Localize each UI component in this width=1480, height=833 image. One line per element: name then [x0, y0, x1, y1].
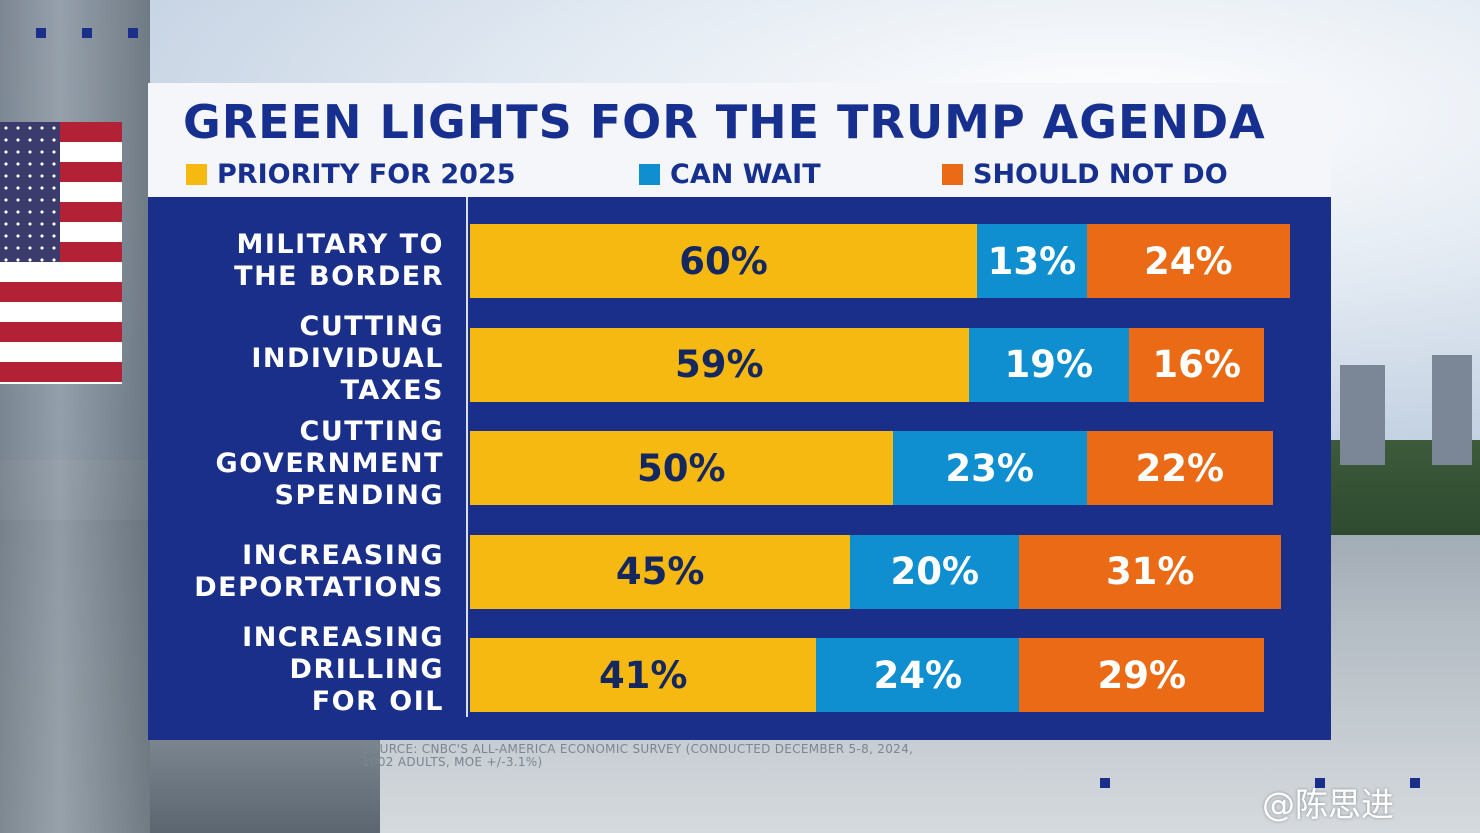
bar-segment-should-not: 24%: [1086, 224, 1290, 298]
data-label: 24%: [873, 653, 963, 697]
data-label: 31%: [1105, 550, 1195, 593]
weibo-watermark: @陈思进: [1262, 785, 1394, 824]
bridge-deck-background: [150, 740, 380, 833]
data-label: 16%: [1152, 343, 1241, 386]
category-label: INCREASING DRILLING FOR OIL: [242, 622, 444, 717]
category-label: CUTTING GOVERNMENT SPENDING: [215, 416, 444, 511]
flag-canton: [0, 122, 60, 262]
source-note: SOURCE: CNBC'S ALL-AMERICA ECONOMIC SURV…: [362, 742, 914, 769]
chart-card: GREEN LIGHTS FOR THE TRUMP AGENDA PRIORI…: [148, 83, 1331, 740]
bar-segment-can-wait: 13%: [977, 224, 1087, 298]
bar-segment-should-not: 22%: [1086, 431, 1273, 505]
city-tower: [1340, 365, 1385, 465]
chart-header: GREEN LIGHTS FOR THE TRUMP AGENDA PRIORI…: [148, 83, 1331, 197]
bar-segment-priority: 45%: [470, 534, 851, 609]
decorative-dot: [128, 28, 138, 38]
legend-label-can-wait: CAN WAIT: [670, 159, 821, 190]
decorative-dot: [1100, 778, 1110, 788]
decorative-dot: [1315, 778, 1325, 788]
legend-label-should-not: SHOULD NOT DO: [973, 159, 1228, 190]
category-label: MILITARY TO THE BORDER: [234, 229, 444, 292]
bar-segment-can-wait: 19%: [968, 327, 1130, 402]
bar-segment-can-wait: 20%: [850, 534, 1020, 609]
legend-swatch-can-wait: [639, 164, 660, 185]
label-divider: [466, 197, 468, 717]
category-label: CUTTING INDIVIDUAL TAXES: [251, 311, 444, 406]
data-label: 13%: [987, 239, 1077, 283]
decorative-dot: [36, 28, 46, 38]
data-label: 19%: [1004, 343, 1094, 386]
legend-item-can-wait: CAN WAIT: [639, 159, 821, 190]
bar-segment-should-not: 29%: [1019, 638, 1265, 712]
data-label: 60%: [679, 239, 768, 283]
bar-segment-priority: 41%: [470, 638, 817, 712]
data-label: 29%: [1097, 653, 1187, 697]
bar-segment-priority: 50%: [470, 431, 893, 505]
data-label: 41%: [598, 653, 688, 697]
legend-swatch-should-not: [942, 164, 963, 185]
bar-segment-can-wait: 23%: [892, 431, 1087, 505]
city-tower: [1432, 355, 1472, 465]
data-label: 20%: [890, 550, 980, 593]
bar-segment-priority: 59%: [470, 327, 969, 402]
legend-item-priority: PRIORITY FOR 2025: [186, 159, 516, 190]
data-label: 23%: [945, 446, 1034, 490]
legend-item-should-not: SHOULD NOT DO: [942, 159, 1228, 190]
american-flag-image: [0, 122, 122, 384]
data-label: 24%: [1143, 239, 1233, 283]
bar-segment-should-not: 31%: [1019, 534, 1282, 609]
bar-segment-can-wait: 24%: [816, 638, 1020, 712]
decorative-dot: [1410, 778, 1420, 788]
category-label: INCREASING DEPORTATIONS: [194, 540, 444, 603]
legend-swatch-priority: [186, 164, 207, 185]
data-label: 50%: [636, 446, 726, 490]
chart-title: GREEN LIGHTS FOR THE TRUMP AGENDA: [183, 95, 1266, 149]
bar-segment-priority: 60%: [470, 224, 977, 298]
data-label: 45%: [615, 550, 705, 593]
data-label: 59%: [674, 343, 764, 386]
bar-segment-should-not: 16%: [1129, 327, 1265, 402]
legend-label-priority: PRIORITY FOR 2025: [217, 159, 516, 190]
decorative-dots: [36, 28, 138, 38]
data-label: 22%: [1135, 446, 1225, 490]
decorative-dot: [82, 28, 92, 38]
plot-area: MILITARY TO THE BORDER 60% 13% 24% CUTTING I…: [148, 197, 1331, 740]
